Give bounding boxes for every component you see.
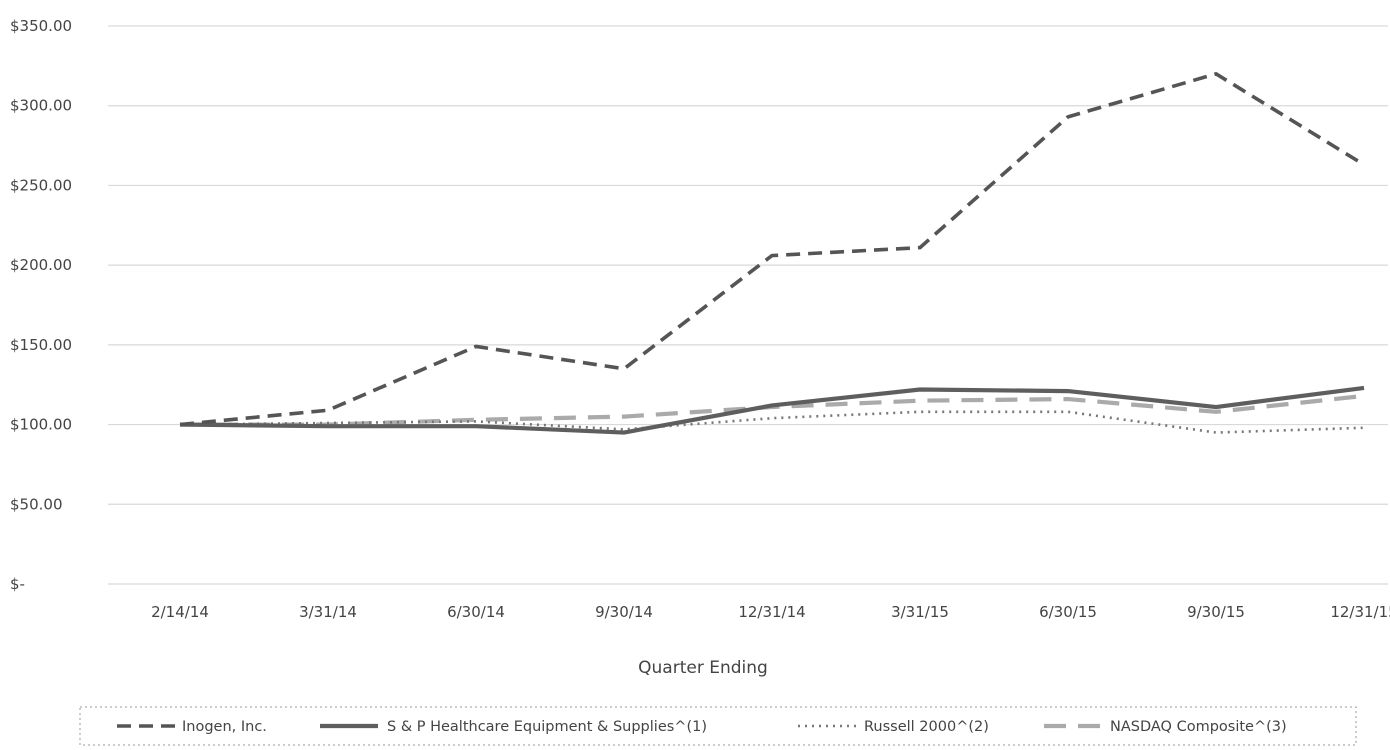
x-tick-label: 12/31/15	[1330, 603, 1390, 621]
x-tick-label: 6/30/15	[1039, 603, 1097, 621]
x-axis-title: Quarter Ending	[638, 658, 768, 678]
y-tick-label: $100.00	[10, 416, 72, 434]
y-tick-label: $350.00	[10, 17, 72, 35]
series-line	[179, 72, 1365, 427]
x-tick-label: 12/31/14	[738, 603, 805, 621]
legend-label: S & P Healthcare Equipment & Supplies^(1…	[387, 719, 707, 735]
x-tick-label: 3/31/15	[891, 603, 949, 621]
legend: Inogen, Inc. S & P Healthcare Equipment &…	[79, 706, 1357, 746]
legend-label: Inogen, Inc.	[182, 719, 267, 735]
x-axis-ticks: 2/14/14 3/31/14 6/30/14 9/30/14 12/31/14 3/31…	[151, 603, 1390, 621]
y-tick-label: $250.00	[10, 176, 72, 194]
y-tick-label: $-	[10, 575, 25, 593]
series-line	[179, 410, 1365, 434]
x-tick-label: 9/30/14	[595, 603, 653, 621]
series-lines	[179, 72, 1365, 435]
series-line	[180, 393, 1365, 427]
x-tick-label: 6/30/14	[447, 603, 505, 621]
x-tick-label: 2/14/14	[151, 603, 209, 621]
series-line	[179, 385, 1365, 435]
x-tick-label: 3/31/14	[299, 603, 357, 621]
legend-box	[79, 706, 1357, 746]
x-tick-label: 9/30/15	[1187, 603, 1245, 621]
legend-label: NASDAQ Composite^(3)	[1110, 719, 1287, 735]
y-tick-label: $150.00	[10, 336, 72, 354]
y-tick-label: $200.00	[10, 256, 72, 274]
y-tick-label: $300.00	[10, 97, 72, 115]
y-tick-label: $50.00	[10, 495, 63, 513]
gridlines	[108, 25, 1388, 585]
legend-label: Russell 2000^(2)	[864, 719, 989, 735]
y-axis-ticks: $- $50.00 $100.00 $150.00 $200.00 $250.00 $300…	[10, 17, 72, 593]
